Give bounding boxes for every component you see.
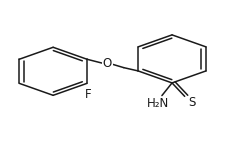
Text: F: F	[85, 88, 91, 101]
Text: S: S	[188, 96, 195, 109]
Text: H₂N: H₂N	[146, 97, 169, 110]
Text: O: O	[103, 57, 112, 70]
